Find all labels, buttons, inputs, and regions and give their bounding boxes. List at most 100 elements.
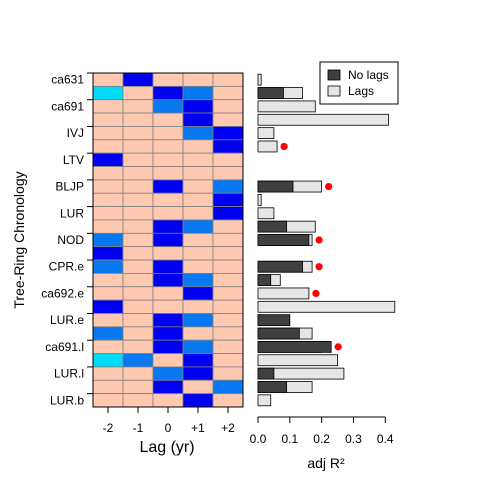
heatmap-cell: [122, 313, 154, 328]
heatmap-cell: [152, 339, 184, 354]
heatmap-cell: [152, 206, 184, 221]
significance-marker: [312, 289, 320, 298]
heatmap-cell: [92, 192, 124, 208]
heatmap-cell: [152, 246, 184, 261]
heatmap-cell: [122, 85, 154, 101]
heatmap-y-tick-label: ca631: [51, 73, 84, 87]
heatmap-cell: [152, 286, 184, 301]
bar-no-lags: [257, 341, 332, 353]
heatmap-cell: [92, 272, 124, 288]
heatmap-y-tick-label: CPR.e: [49, 260, 85, 274]
heatmap-cell: [182, 99, 214, 114]
bar-lags: [257, 194, 262, 206]
heatmap-cell: [212, 272, 244, 288]
heatmap-cell: [152, 259, 184, 274]
heatmap-cell: [212, 99, 244, 114]
heatmap-cell: [212, 299, 244, 314]
heatmap-cell: [92, 139, 124, 154]
heatmap-cell: [182, 192, 214, 208]
heatmap-cell: [152, 152, 184, 167]
heatmap-cell: [212, 232, 244, 248]
legend: No lags Lags: [319, 61, 399, 105]
heatmap-y-tick-label: LTV: [63, 153, 84, 167]
bar-no-lags: [257, 327, 300, 340]
legend-label: Lags: [348, 84, 374, 98]
heatmap-cell: [212, 112, 244, 127]
heatmap-x-tick-label: -2: [103, 421, 114, 435]
heatmap-y-tick-label: LUR.e: [50, 313, 84, 327]
heatmap-cell: [92, 166, 124, 181]
heatmap-cell: [122, 99, 154, 114]
heatmap-cell: [122, 72, 154, 87]
bar-x-axis: 0.0 0.1 0.2 0.3 0.4: [250, 416, 394, 446]
heatmap-cell: [182, 246, 214, 261]
significance-marker: [280, 142, 288, 151]
bar-lags: [257, 113, 389, 126]
heatmap-cell: [92, 393, 124, 408]
heatmap-cell: [182, 206, 214, 221]
heatmap-cell: [212, 152, 244, 167]
heatmap-cell: [92, 286, 124, 301]
heatmap-cell: [212, 126, 244, 141]
heatmap-y-tick-label: ca691.l: [45, 340, 84, 354]
heatmap-x-axis-title: Lag (yr): [139, 439, 194, 456]
heatmap-cell: [182, 339, 214, 354]
heatmap-x-tick-label: 0: [165, 421, 172, 435]
heatmap-cell: [182, 313, 214, 328]
heatmap-cell: [92, 326, 124, 341]
legend-swatch: [327, 69, 341, 81]
heatmap-cell: [122, 299, 154, 314]
heatmap-cell: [182, 72, 214, 87]
heatmap-x-tick-label: +2: [221, 421, 235, 435]
heatmap-cell: [122, 166, 154, 181]
bar-lags: [257, 287, 310, 300]
heatmap-cell: [92, 152, 124, 167]
bar-series: [257, 73, 396, 407]
significance-marker: [334, 343, 342, 351]
bar-lags: [257, 100, 316, 113]
heatmap-cell: [122, 286, 154, 301]
heatmap-cell: [122, 179, 154, 194]
heatmap-cell: [152, 99, 184, 114]
legend-label: No lags: [348, 68, 389, 82]
bar-no-lags: [257, 220, 288, 233]
heatmap-cell: [212, 85, 244, 101]
bar-markers: [280, 142, 342, 351]
heatmap-cell: [182, 393, 214, 408]
heatmap-cell: [212, 353, 244, 368]
bar-x-tick-label: 0.3: [345, 432, 362, 446]
heatmap-cell: [152, 379, 184, 395]
legend-swatch: [327, 85, 341, 97]
bar-no-lags: [257, 234, 310, 246]
heatmap-cell: [212, 72, 244, 87]
heatmap-x-tick-label: -1: [133, 421, 144, 435]
heatmap-x-tick-label: +1: [191, 421, 205, 435]
heatmap-y-tick-label: LUR.l: [54, 367, 84, 381]
bar-no-lags: [257, 367, 275, 380]
bar-no-lags: [257, 274, 272, 286]
heatmap-cell: [212, 326, 244, 341]
bar-no-lags: [257, 87, 284, 99]
heatmap-x-axis: -2 -1 0 +1 +2: [103, 406, 235, 435]
heatmap-cell: [212, 219, 244, 234]
heatmap-cell: [92, 246, 124, 261]
heatmap-cell: [92, 232, 124, 248]
heatmap-cell: [182, 166, 214, 181]
heatmap-y-tick-label: NOD: [57, 233, 84, 247]
heatmap-cell: [92, 112, 124, 127]
heatmap-cell: [152, 366, 184, 381]
heatmap-cell: [182, 299, 214, 314]
heatmap-cell: [182, 85, 214, 101]
heatmap-cell: [92, 72, 124, 87]
heatmap-cell: [212, 166, 244, 181]
heatmap-cell: [152, 313, 184, 328]
heatmap-cell: [212, 366, 244, 381]
heatmap-cell: [122, 152, 154, 167]
legend-box: [319, 61, 399, 105]
bar-no-lags: [257, 314, 291, 327]
heatmap-cell: [122, 272, 154, 288]
heatmap-cell: [152, 126, 184, 141]
heatmap-y-tick-label: IVJ: [67, 126, 84, 140]
heatmap-cell: [122, 126, 154, 141]
bar-no-lags: [257, 180, 294, 193]
